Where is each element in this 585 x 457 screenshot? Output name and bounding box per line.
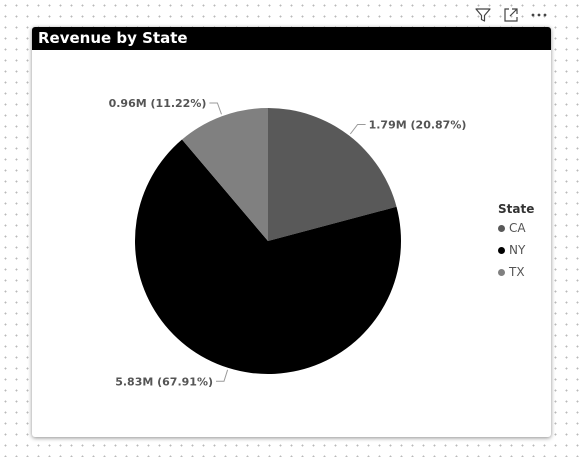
more-options-icon[interactable] xyxy=(528,4,550,26)
visual-title-bar: Revenue by State xyxy=(32,27,551,50)
legend-marker xyxy=(498,224,505,232)
leader-line xyxy=(209,102,222,115)
legend-item-ny[interactable]: NY xyxy=(498,239,548,261)
leader-line xyxy=(216,369,229,382)
pie-chart: 1.79M (20.87%) 5.83M (67.91%) 0.96M (11.22… xyxy=(109,97,467,388)
focus-mode-icon[interactable] xyxy=(500,4,522,26)
filter-icon[interactable] xyxy=(472,4,494,26)
pie-slice-tx[interactable] xyxy=(182,108,268,241)
pie-slice-ny[interactable] xyxy=(134,139,401,374)
pie-slice-ca[interactable] xyxy=(268,108,397,241)
legend-item-ca[interactable]: CA xyxy=(498,217,548,239)
visual-title: Revenue by State xyxy=(38,29,188,47)
legend-title: State xyxy=(498,202,535,216)
legend-marker xyxy=(498,268,505,276)
legend-label: TX xyxy=(509,265,525,279)
visual-toolbar xyxy=(470,4,552,26)
legend: State CA NY TX xyxy=(498,201,548,283)
leader-line xyxy=(349,124,366,135)
data-label-ny: 5.83M (67.91%) xyxy=(115,375,213,388)
data-label-ca: 1.79M (20.87%) xyxy=(369,119,467,132)
data-label-tx: 0.96M (11.22%) xyxy=(109,97,207,110)
pie-chart-visual[interactable]: Revenue by State 1.79M (20.87%) 5.83M (67… xyxy=(32,27,551,437)
legend-item-tx[interactable]: TX xyxy=(498,261,548,283)
legend-label: NY xyxy=(509,243,526,257)
legend-label: CA xyxy=(509,221,526,235)
legend-marker xyxy=(498,246,505,254)
